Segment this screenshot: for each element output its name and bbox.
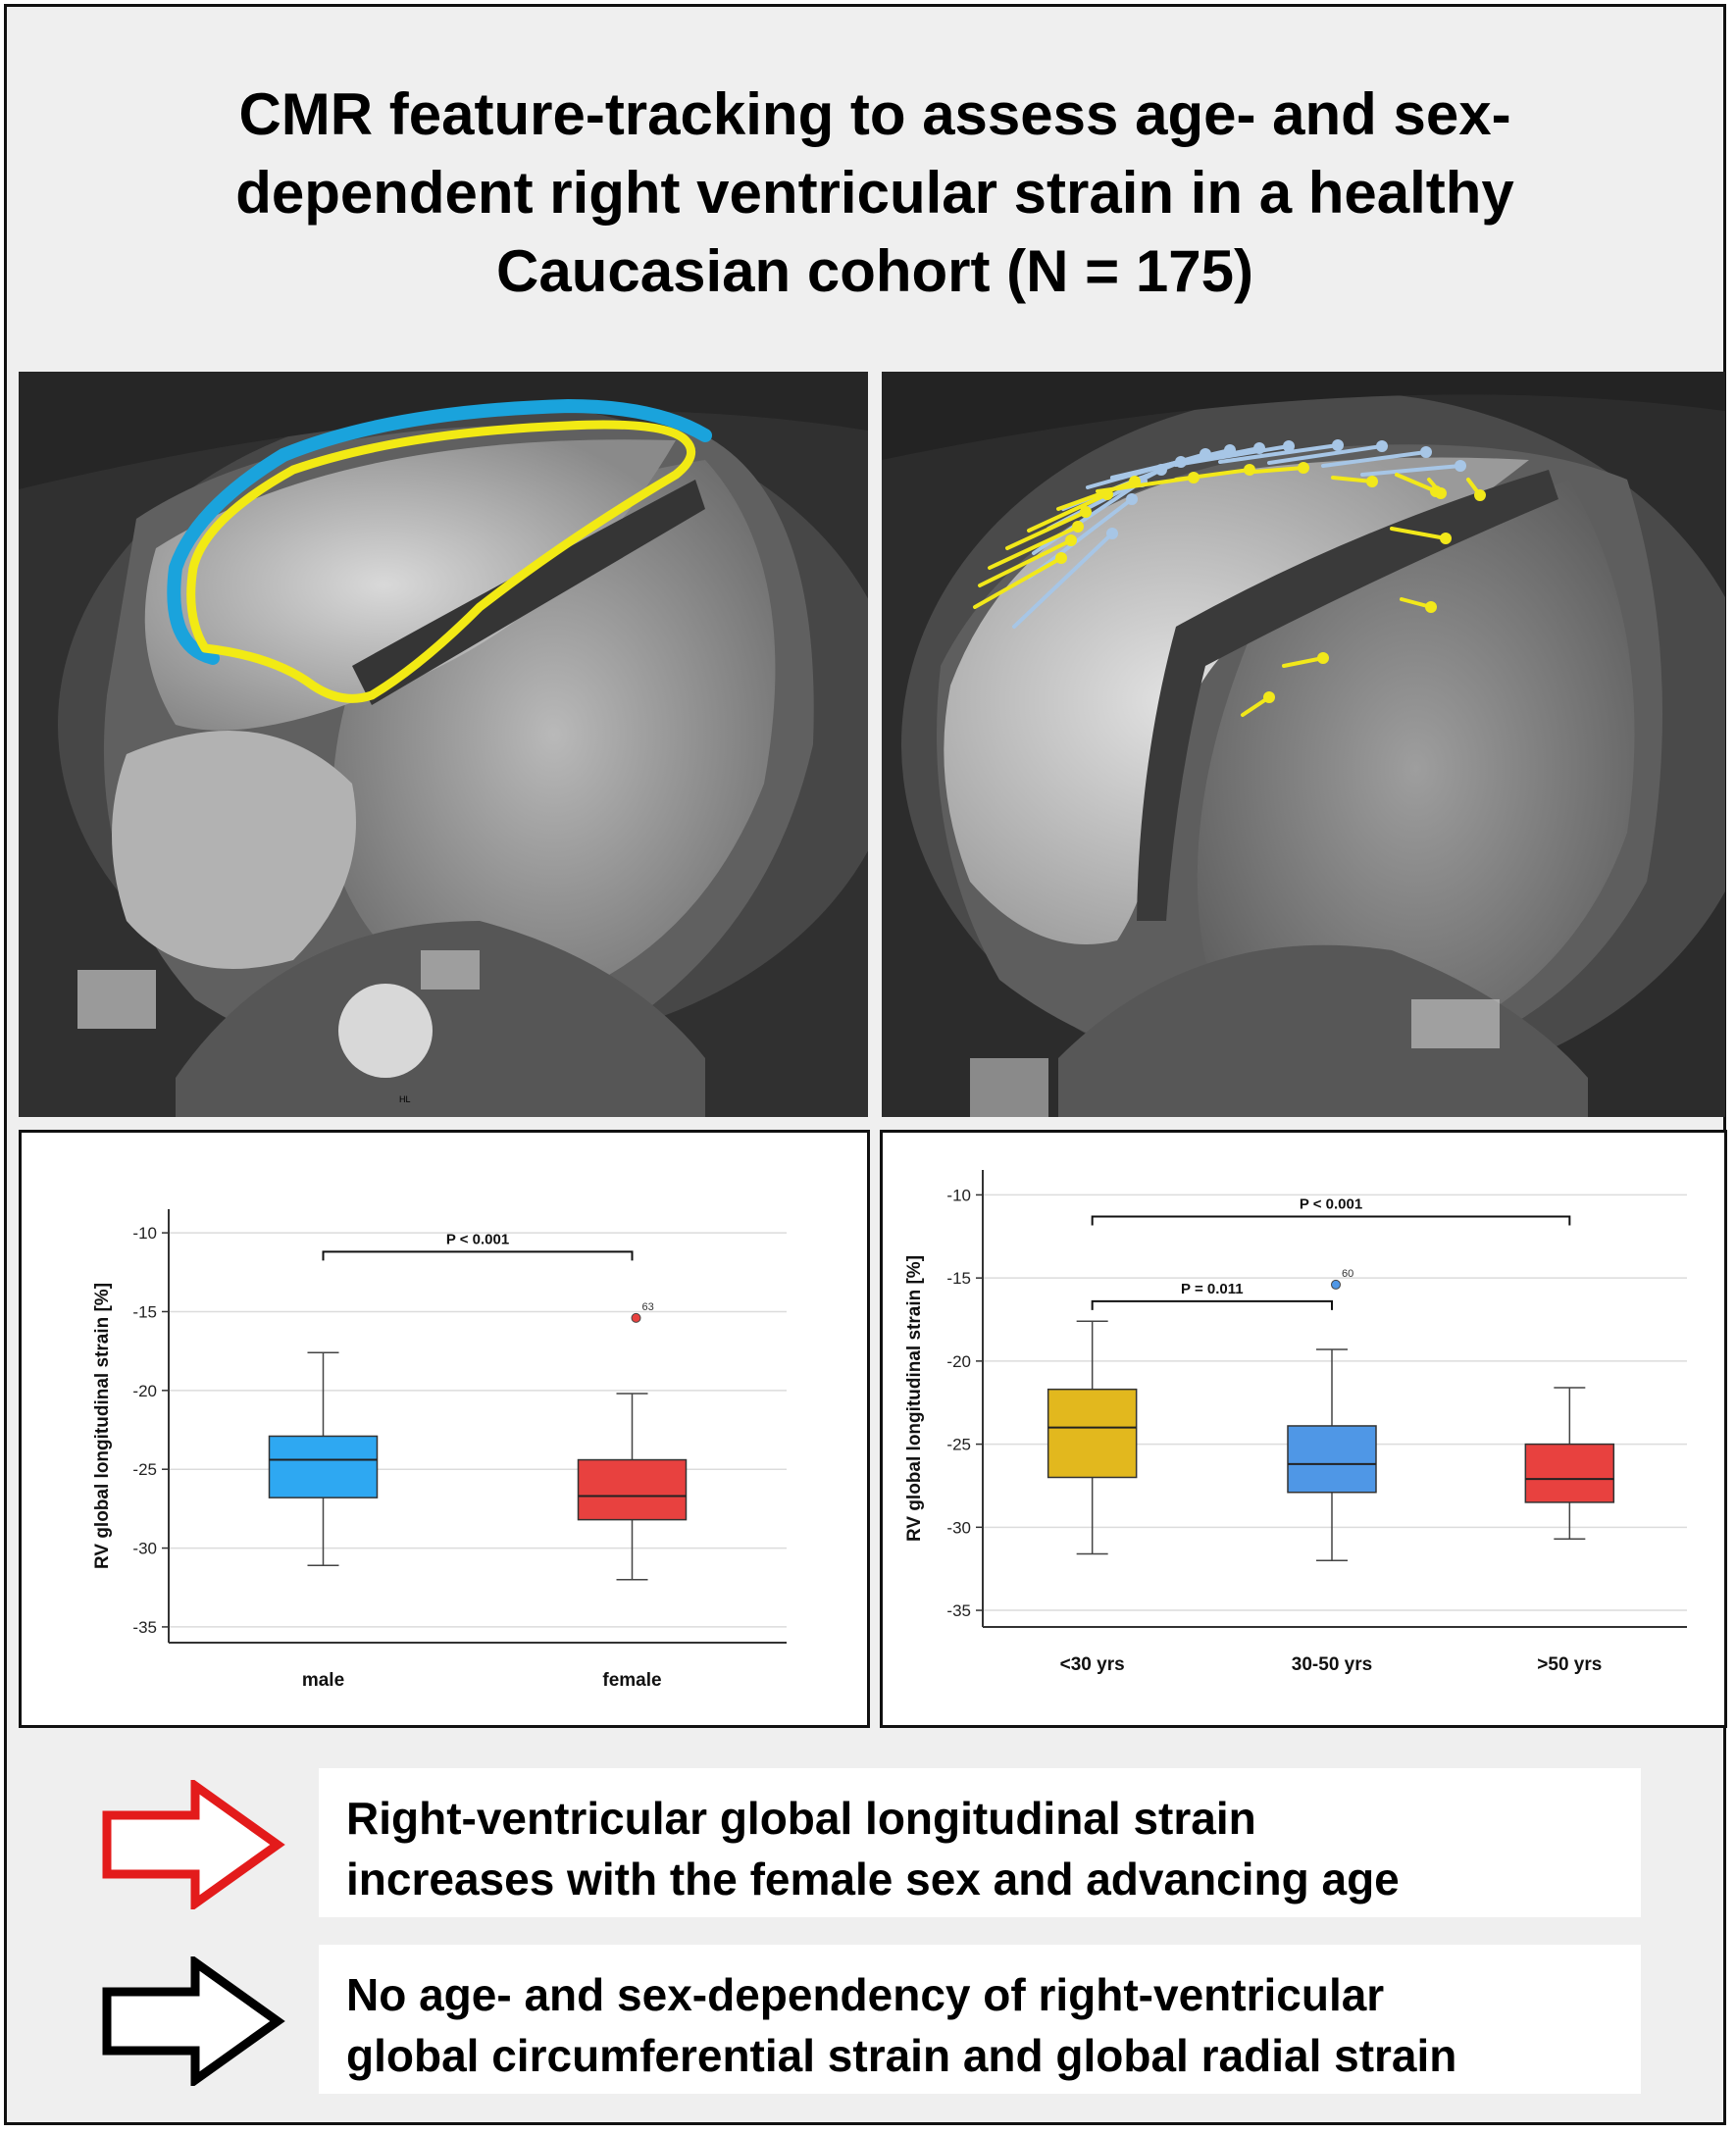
tracking-point [1080, 506, 1092, 518]
significance-bracket [1091, 1215, 1571, 1226]
tracking-vector [973, 556, 1063, 609]
tracking-vector [1218, 443, 1340, 464]
outlier-point [1331, 1279, 1341, 1290]
tracking-vector [1321, 450, 1428, 468]
y-tick-label: -15 [946, 1269, 971, 1288]
x-category-label: female [602, 1670, 661, 1691]
conclusion-2-line-1: No age- and sex-dependency of right-vent… [346, 1969, 1385, 2020]
tracking-vector [978, 538, 1073, 587]
box->50 yrs [1524, 1443, 1615, 1503]
tracking-vector [1252, 466, 1305, 474]
box-<30 yrs [1047, 1388, 1138, 1479]
y-tick-label: -20 [946, 1352, 971, 1371]
tracking-vector [1174, 468, 1251, 482]
page-title: CMR feature-tracking to assess age- and … [66, 76, 1684, 311]
y-axis-label: RV global longitudinal strain [%] [92, 1283, 113, 1569]
tracking-vector [1174, 444, 1291, 467]
y-tick-label: -15 [132, 1302, 157, 1321]
tracking-point [1420, 446, 1432, 458]
tracking-point [1072, 521, 1084, 533]
tracking-point [1126, 493, 1138, 505]
chart-sex: -10 -15 -20 -25 -30 -35 RV global longitudinal… [19, 1130, 870, 1728]
tracking-point [1440, 533, 1452, 544]
conclusion-2-line-2: global circumferential strain and global… [346, 2030, 1457, 2081]
y-tick-label: -25 [946, 1436, 971, 1454]
tracking-vector [988, 525, 1080, 570]
x-category-label: 30-50 yrs [1292, 1654, 1372, 1675]
tracking-point [1332, 439, 1344, 451]
conclusion-box-1: Right-ventricular global longitudinal st… [319, 1768, 1641, 1917]
y-tick-label: -10 [946, 1186, 971, 1204]
tracking-vector [1267, 444, 1384, 465]
box-30-50 yrs [1287, 1425, 1377, 1494]
outlier-label: 63 [642, 1301, 654, 1313]
tracking-vector [1027, 492, 1109, 533]
tracking-vector [1360, 464, 1462, 477]
tracking-vector [1395, 473, 1438, 493]
tracking-point [1376, 440, 1388, 452]
mri-image-rv-contour: HL [19, 372, 868, 1117]
y-tick-label: -35 [132, 1618, 157, 1637]
tracking-vector [1282, 656, 1325, 668]
significance-bracket [1091, 1299, 1333, 1310]
tracking-point [1425, 601, 1437, 613]
title-line-3: Caucasian cohort (N = 175) [496, 238, 1253, 304]
chart-age: -10 -15 -20 -25 -30 -35 RV global longitudinal… [880, 1130, 1727, 1728]
box-male [268, 1435, 379, 1498]
tracking-point [1298, 462, 1309, 474]
tracking-point [1065, 534, 1077, 546]
tracking-vector [1331, 476, 1374, 483]
box-female [577, 1458, 688, 1521]
significance-label: P < 0.001 [446, 1231, 509, 1247]
y-tick-label: -30 [132, 1540, 157, 1558]
tracking-vector [1012, 532, 1114, 629]
y-tick-label: -25 [132, 1460, 157, 1479]
conclusion-1-line-2: increases with the female sex and advanc… [346, 1854, 1400, 1904]
mri-annotation: HL [399, 1094, 411, 1104]
tracking-point [1317, 652, 1329, 664]
tracking-point [1366, 476, 1378, 487]
tracking-point [1435, 487, 1447, 499]
significance-bracket [322, 1250, 634, 1261]
tracking-point [1455, 460, 1466, 472]
outlier-point [631, 1312, 641, 1323]
tracking-point [1283, 440, 1295, 452]
y-axis-label: RV global longitudinal strain [%] [904, 1255, 925, 1542]
tracking-vector [1390, 527, 1448, 540]
significance-label: P = 0.011 [1181, 1281, 1244, 1297]
black-arrow-icon [102, 1956, 285, 2086]
y-tick-label: -10 [132, 1224, 157, 1243]
y-tick-label: -30 [946, 1518, 971, 1537]
outlier-label: 60 [1342, 1268, 1353, 1280]
tracking-point [1263, 691, 1275, 703]
graphical-abstract-frame: CMR feature-tracking to assess age- and … [4, 4, 1727, 2125]
title-line-1: CMR feature-tracking to assess age- and … [238, 81, 1511, 147]
mri-image-feature-tracking [882, 372, 1725, 1117]
tracking-point [1106, 528, 1118, 539]
title-line-2: dependent right ventricular strain in a … [235, 160, 1514, 226]
x-category-label: male [302, 1670, 344, 1691]
tracking-point [1244, 464, 1255, 476]
x-category-label: >50 yrs [1537, 1654, 1602, 1675]
y-tick-label: -35 [946, 1601, 971, 1620]
red-arrow-icon [102, 1780, 285, 1909]
conclusion-1-line-1: Right-ventricular global longitudinal st… [346, 1793, 1256, 1844]
x-category-label: <30 yrs [1060, 1654, 1125, 1675]
tracking-point [1055, 552, 1067, 564]
conclusion-box-2: No age- and sex-dependency of right-vent… [319, 1945, 1641, 2094]
significance-label: P < 0.001 [1300, 1195, 1362, 1212]
tracking-vector [1005, 510, 1088, 550]
tracking-point [1474, 489, 1486, 501]
y-tick-label: -20 [132, 1382, 157, 1400]
